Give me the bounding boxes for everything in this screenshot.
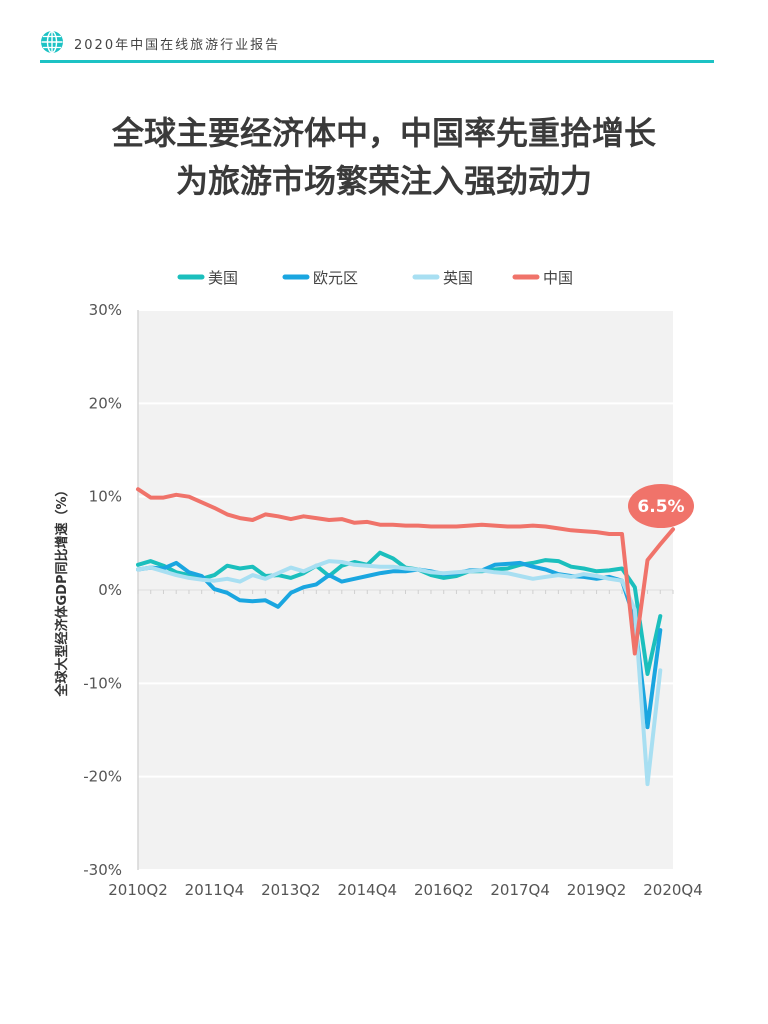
legend-label: 美国 bbox=[208, 269, 238, 287]
x-tick-label: 2014Q4 bbox=[338, 881, 398, 899]
series-line-中国 bbox=[136, 487, 675, 656]
annotation-bubble bbox=[628, 484, 694, 528]
legend-label: 中国 bbox=[543, 269, 573, 287]
x-tick-label: 2013Q2 bbox=[261, 881, 321, 899]
y-tick-label: 0% bbox=[98, 581, 122, 599]
x-tick-label: 2017Q4 bbox=[490, 881, 550, 899]
headline-line-2: 为旅游市场繁荣注入强劲动力 bbox=[175, 162, 592, 200]
y-tick-label: -30% bbox=[83, 861, 122, 879]
y-tick-label: 30% bbox=[89, 301, 122, 319]
x-tick-label: 2010Q2 bbox=[108, 881, 168, 899]
globe-icon bbox=[41, 30, 63, 54]
x-tick-label: 2016Q2 bbox=[414, 881, 474, 899]
y-tick-label: 20% bbox=[89, 394, 122, 412]
series-line-英国 bbox=[136, 559, 663, 787]
report-title: 2020年中国在线旅游行业报告 bbox=[74, 38, 281, 53]
annotation-value: 6.5% bbox=[637, 497, 684, 517]
series-line-美国 bbox=[136, 550, 663, 676]
y-tick-label: -20% bbox=[83, 768, 122, 786]
header-divider bbox=[40, 60, 714, 63]
y-tick-label: 10% bbox=[89, 488, 122, 506]
legend-label: 欧元区 bbox=[313, 269, 358, 287]
headline-line-1: 全球主要经济体中，中国率先重拾增长 bbox=[111, 114, 656, 152]
x-tick-label: 2019Q2 bbox=[567, 881, 627, 899]
x-tick-label: 2020Q4 bbox=[643, 881, 703, 899]
legend-label: 英国 bbox=[443, 269, 473, 287]
y-tick-label: -10% bbox=[83, 674, 122, 692]
y-axis-label: 全球大型经济体GDP同比增速（%） bbox=[54, 483, 70, 697]
x-tick-label: 2011Q4 bbox=[185, 881, 245, 899]
report-header: 2020年中国在线旅游行业报告 bbox=[40, 28, 714, 64]
